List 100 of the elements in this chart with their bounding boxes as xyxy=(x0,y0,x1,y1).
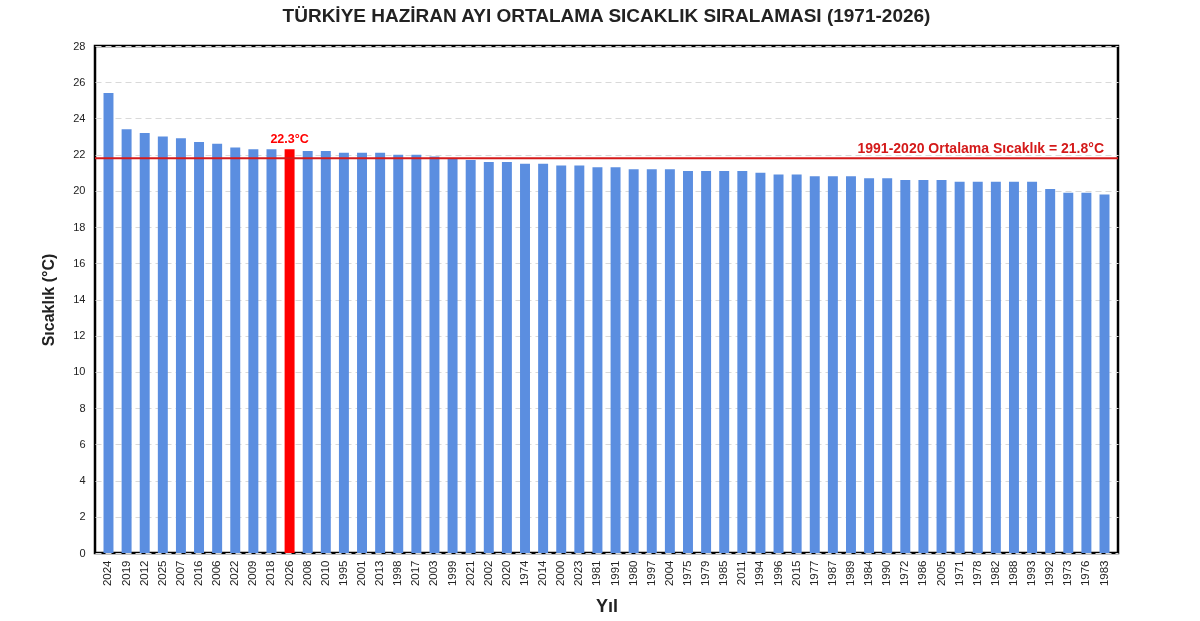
x-tick-label: 2014 xyxy=(536,559,549,587)
x-tick-label: 2013 xyxy=(373,560,386,587)
bar xyxy=(393,154,404,553)
x-tick-label: 1972 xyxy=(898,560,911,587)
x-tick-label: 2021 xyxy=(463,560,476,587)
bar xyxy=(411,154,422,553)
bar xyxy=(737,170,748,553)
y-tick-label: 24 xyxy=(73,111,86,124)
bar xyxy=(429,156,440,553)
x-tick-label: 1979 xyxy=(699,560,712,587)
x-tick-label: 2007 xyxy=(173,560,186,587)
y-tick-label: 2 xyxy=(79,510,86,523)
x-tick-label: 2018 xyxy=(264,560,277,587)
x-tick-label: 1981 xyxy=(590,560,603,587)
bar xyxy=(538,163,549,553)
x-tick-label: 1990 xyxy=(880,560,893,587)
bar xyxy=(827,176,838,553)
bar xyxy=(447,158,458,553)
x-tick-label: 1975 xyxy=(680,560,693,587)
bar xyxy=(157,136,168,553)
x-tick-label: 1978 xyxy=(970,560,983,587)
x-tick-label: 1987 xyxy=(825,560,838,587)
x-tick-label: 1976 xyxy=(1079,560,1092,587)
x-tick-label: 1973 xyxy=(1061,560,1074,587)
x-tick-label: 2005 xyxy=(934,560,947,587)
bar xyxy=(501,161,512,553)
bar xyxy=(954,181,965,553)
bar xyxy=(773,174,784,553)
y-axis-title: Sıcaklık (°C) xyxy=(40,253,58,347)
x-tick-label: 1971 xyxy=(952,560,965,587)
bar xyxy=(230,147,241,553)
y-tick-label: 28 xyxy=(73,39,86,52)
bar xyxy=(628,169,639,553)
bar xyxy=(936,179,947,553)
bar xyxy=(791,174,802,553)
bar xyxy=(175,138,186,553)
bar xyxy=(646,169,657,553)
bar xyxy=(320,151,331,553)
y-tick-label: 26 xyxy=(73,75,86,88)
x-tick-label: 1996 xyxy=(771,560,784,587)
x-tick-label: 1982 xyxy=(988,560,1001,587)
chart-title: TÜRKİYE HAZİRAN AYI ORTALAMA SICAKLIK SIRALAMASI (1971-2026) xyxy=(282,5,931,26)
x-tick-label: 2008 xyxy=(300,560,313,587)
bar xyxy=(483,161,494,553)
x-tick-label: 1991 xyxy=(608,560,621,587)
bar xyxy=(610,167,621,553)
x-tick-label: 2024 xyxy=(101,559,114,587)
x-tick-label: 1999 xyxy=(445,560,458,587)
y-tick-label: 14 xyxy=(73,293,86,305)
y-tick-label: 16 xyxy=(73,256,86,269)
y-tick-label: 0 xyxy=(79,546,86,559)
bar xyxy=(212,143,223,553)
x-tick-label: 1985 xyxy=(717,560,730,587)
bar xyxy=(918,179,929,553)
x-tick-label: 1994 xyxy=(753,559,766,587)
bar xyxy=(972,181,983,553)
y-tick-label: 20 xyxy=(73,184,86,197)
x-tick-label: 2009 xyxy=(246,560,259,587)
x-tick-label: 1980 xyxy=(626,560,639,587)
bar xyxy=(574,165,585,553)
bar xyxy=(1008,181,1019,553)
bar xyxy=(1099,194,1110,553)
bar xyxy=(302,151,313,553)
x-tick-label: 1977 xyxy=(807,560,820,587)
bar xyxy=(592,167,603,553)
y-tick-label: 18 xyxy=(73,220,86,233)
x-tick-label: 2015 xyxy=(789,560,802,587)
x-tick-label: 2020 xyxy=(499,560,512,587)
x-tick-label: 1995 xyxy=(336,560,349,587)
bar xyxy=(990,181,1001,553)
x-tick-label: 2001 xyxy=(355,560,368,587)
bar xyxy=(900,179,911,553)
bar xyxy=(266,149,277,553)
x-tick-label: 1998 xyxy=(391,560,404,587)
x-tick-label: 2025 xyxy=(155,560,168,587)
x-tick-label: 1984 xyxy=(862,559,875,587)
y-tick-label: 8 xyxy=(79,401,86,414)
bar xyxy=(683,170,693,553)
bar xyxy=(357,152,367,553)
bar xyxy=(719,170,730,553)
bar xyxy=(121,129,132,553)
y-tick-label: 10 xyxy=(73,365,86,378)
x-tick-label: 2022 xyxy=(228,560,241,587)
x-axis-title: Yıl xyxy=(595,596,619,617)
x-tick-label: 2002 xyxy=(481,560,494,587)
bar xyxy=(1027,181,1038,553)
y-tick-label: 4 xyxy=(79,474,86,487)
bar xyxy=(755,172,766,553)
x-tick-label: 1992 xyxy=(1043,560,1056,587)
bar xyxy=(139,132,150,553)
x-tick-label: 1997 xyxy=(644,560,657,587)
x-tick-label: 2010 xyxy=(318,560,331,587)
bar xyxy=(284,149,295,553)
x-tick-label: 2006 xyxy=(210,560,223,587)
x-tick-label: 1989 xyxy=(843,560,856,587)
y-tick-label: 22 xyxy=(73,148,86,161)
bar xyxy=(882,178,893,553)
bar xyxy=(1045,189,1056,553)
x-tick-label: 2011 xyxy=(735,560,748,586)
bar xyxy=(809,176,820,553)
